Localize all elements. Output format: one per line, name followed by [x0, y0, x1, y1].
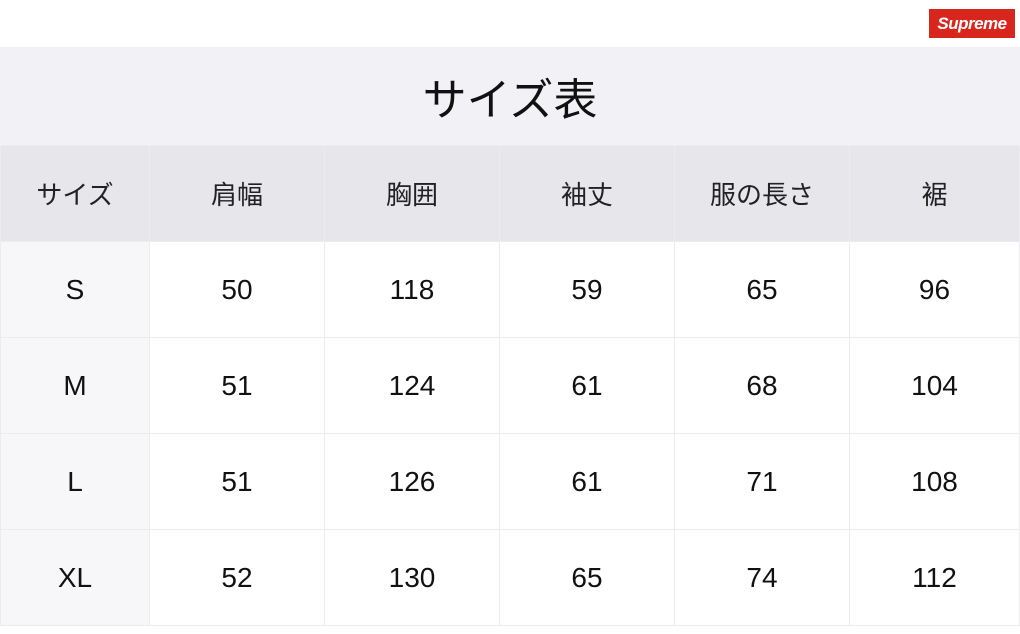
measurement-cell: 124: [324, 337, 500, 434]
page-title: サイズ表: [0, 47, 1020, 145]
size-label-cell: S: [0, 241, 150, 338]
measurement-cell: 130: [324, 529, 500, 626]
measurement-cell: 74: [674, 529, 850, 626]
measurement-cell: 96: [849, 241, 1020, 338]
measurement-cell: 108: [849, 433, 1020, 530]
header-row: サイズ 肩幅 胸囲 袖丈 服の長さ 裾: [0, 145, 1020, 242]
table-row: M 51 124 61 68 104: [0, 337, 1020, 434]
measurement-cell: 71: [674, 433, 850, 530]
measurement-cell: 61: [499, 433, 675, 530]
measurement-cell: 59: [499, 241, 675, 338]
measurement-cell: 118: [324, 241, 500, 338]
measurement-cell: 51: [149, 433, 325, 530]
measurement-cell: 61: [499, 337, 675, 434]
size-label-cell: L: [0, 433, 150, 530]
size-table: サイズ 肩幅 胸囲 袖丈 服の長さ 裾 S 50 118 59 65 96 M 51 124 61…: [0, 145, 1020, 626]
table-row: S 50 118 59 65 96: [0, 241, 1020, 338]
header-cell: 胸囲: [324, 145, 500, 242]
measurement-cell: 104: [849, 337, 1020, 434]
size-label-cell: XL: [0, 529, 150, 626]
measurement-cell: 50: [149, 241, 325, 338]
supreme-logo: Supreme: [929, 9, 1015, 38]
header-cell: 服の長さ: [674, 145, 850, 242]
table-row: L 51 126 61 71 108: [0, 433, 1020, 530]
measurement-cell: 51: [149, 337, 325, 434]
header-cell: サイズ: [0, 145, 150, 242]
size-label-cell: M: [0, 337, 150, 434]
header-cell: 裾: [849, 145, 1020, 242]
measurement-cell: 126: [324, 433, 500, 530]
measurement-cell: 65: [499, 529, 675, 626]
measurement-cell: 68: [674, 337, 850, 434]
table-row: XL 52 130 65 74 112: [0, 529, 1020, 626]
header-cell: 袖丈: [499, 145, 675, 242]
measurement-cell: 52: [149, 529, 325, 626]
measurement-cell: 65: [674, 241, 850, 338]
measurement-cell: 112: [849, 529, 1020, 626]
header-cell: 肩幅: [149, 145, 325, 242]
